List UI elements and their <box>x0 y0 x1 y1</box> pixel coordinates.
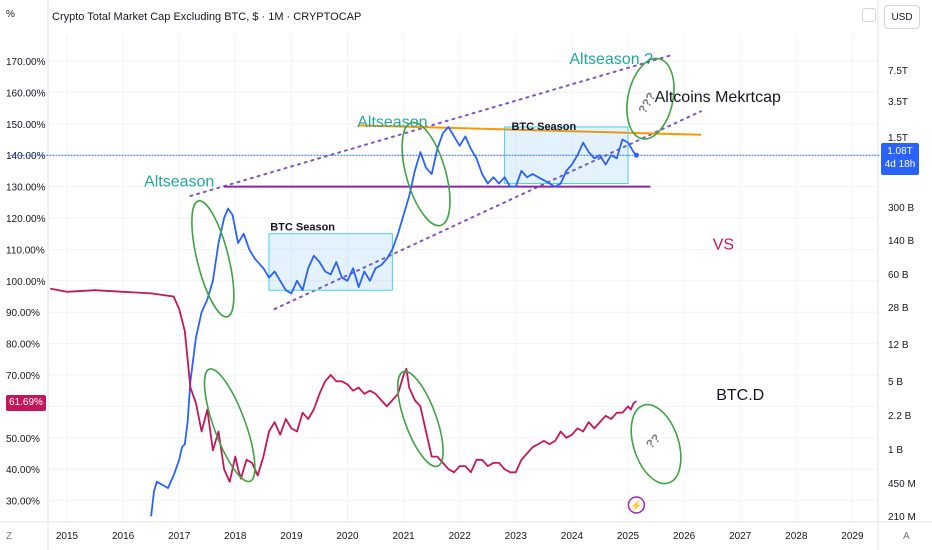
right-tick-label: 140 B <box>888 236 914 247</box>
x-tick-label: 2026 <box>673 531 696 542</box>
right-tick-label: 210 M <box>888 512 916 523</box>
btc-season-box <box>504 126 629 184</box>
x-tick-label: 2024 <box>561 531 584 542</box>
right-tick-label: 28 B <box>888 303 909 314</box>
right-tick-label: 7.5T <box>888 66 908 77</box>
annotation-text: Altseason <box>144 174 214 191</box>
event-icon <box>627 496 646 514</box>
x-tick-label: 2020 <box>336 531 359 542</box>
y-tick-label: 170.00% <box>6 57 46 68</box>
annotation-text: Altseason ? <box>569 51 653 68</box>
btc-season-box <box>268 233 393 291</box>
highlight-ellipse <box>630 403 682 485</box>
right-tick-label: 1 B <box>888 445 903 456</box>
annotation-text: BTC Season <box>511 121 576 133</box>
x-tick-label: 2019 <box>280 531 303 542</box>
x-tick-label: 2016 <box>112 531 135 542</box>
bar-countdown: 4d 18h <box>884 159 916 170</box>
chart-title: Crypto Total Market Cap Excluding BTC, $… <box>52 11 362 23</box>
y-tick-label: 100.00% <box>6 277 46 288</box>
x-tick-label: 2029 <box>841 531 864 542</box>
right-tick-label: 12 B <box>888 340 909 351</box>
x-tick-label: 2025 <box>617 531 640 542</box>
annotation-text: VS <box>713 236 734 253</box>
x-tick-label: 2021 <box>392 531 415 542</box>
percent-scale-label[interactable]: % <box>6 9 15 20</box>
annotation-line <box>358 124 701 136</box>
right-tick-label: 3.5T <box>888 97 908 108</box>
y-tick-label: 50.00% <box>6 434 40 445</box>
y-tick-label: 90.00% <box>6 308 40 319</box>
annotation-text: Altcoins Mekrtcap <box>655 89 781 106</box>
currency-selector[interactable]: USD <box>884 5 920 29</box>
y-tick-label: 140.00% <box>6 151 46 162</box>
highlight-ellipse <box>401 121 451 227</box>
y-tick-label: 130.00% <box>6 183 46 194</box>
y-tick-label: 70.00% <box>6 371 40 382</box>
annotation-text: BTC Season <box>270 222 335 234</box>
y-tick-label: 80.00% <box>6 340 40 351</box>
y-tick-label: 120.00% <box>6 214 46 225</box>
y-tick-label: 150.00% <box>6 120 46 131</box>
last-price-badge: 1.08T 4d 18h <box>881 143 919 175</box>
btc-dominance-line <box>50 287 637 483</box>
right-tick-label: 5 B <box>888 377 903 388</box>
annotation-text: ?? <box>643 431 663 451</box>
annotation-line <box>189 53 674 198</box>
btcd-value-badge: 61.69% <box>6 395 46 411</box>
annotation-text: Altseason <box>357 114 427 131</box>
timezone-button[interactable]: Z <box>6 531 13 542</box>
x-tick-label: 2027 <box>729 531 752 542</box>
x-tick-label: 2018 <box>224 531 247 542</box>
y-tick-label: 40.00% <box>6 465 40 476</box>
x-tick-label: 2017 <box>168 531 191 542</box>
y-tick-label: 30.00% <box>6 497 40 508</box>
x-tick-label: 2028 <box>785 531 808 542</box>
right-tick-label: 2.2 B <box>888 411 912 422</box>
right-tick-label: 60 B <box>888 270 909 281</box>
x-tick-label: 2022 <box>449 531 472 542</box>
x-tick-label: 2023 <box>505 531 528 542</box>
annotation-text: BTC.D <box>716 387 764 404</box>
y-tick-label: 110.00% <box>6 245 45 256</box>
auto-scale-button[interactable]: A <box>903 531 910 542</box>
highlight-ellipse <box>396 370 444 468</box>
altcoin-marketcap-line <box>150 126 638 517</box>
right-tick-label: 300 B <box>888 203 914 214</box>
chart-header: % Crypto Total Market Cap Excluding BTC,… <box>0 0 880 34</box>
last-price-dot <box>633 152 639 158</box>
highlight-ellipse <box>191 200 235 318</box>
y-tick-label: 160.00% <box>6 88 46 99</box>
x-tick-label: 2015 <box>56 531 79 542</box>
right-tick-label: 1.5T <box>888 133 908 144</box>
flag-icon[interactable] <box>862 8 876 22</box>
highlight-ellipse <box>626 57 675 140</box>
lightning-icon: ⚡ <box>630 499 642 512</box>
highlight-ellipse <box>203 368 256 483</box>
last-price-value: 1.08T <box>887 146 913 157</box>
right-tick-label: 450 M <box>888 479 916 490</box>
